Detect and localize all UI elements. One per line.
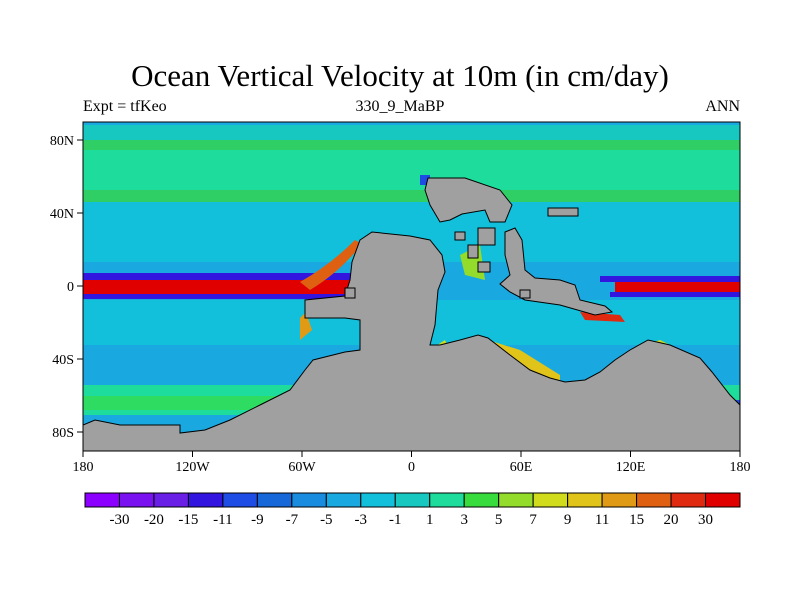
- colorbar-swatch: [222, 492, 258, 508]
- colorbar-swatch: [153, 492, 189, 508]
- colorbar-swatch: [463, 492, 500, 508]
- colorbar-label: -9: [251, 512, 264, 528]
- y-tick-label: 80N: [50, 134, 74, 149]
- colorbar-swatch: [636, 492, 672, 508]
- colorbar-swatch: [118, 492, 155, 508]
- colorbar-swatch: [705, 492, 741, 508]
- colorbar-swatch: [601, 492, 638, 508]
- period-label: 330_9_MaBP: [355, 98, 445, 115]
- experiment-label: Expt = tfKeo: [83, 98, 167, 115]
- map-title: Ocean Vertical Velocity at 10m (in cm/da…: [131, 58, 669, 93]
- colorbar-swatch: [567, 492, 603, 508]
- landmass: [83, 177, 740, 451]
- y-tick-label: 0: [67, 280, 74, 295]
- colorbar-label: -30: [109, 512, 129, 528]
- colorbar-label: 7: [529, 512, 537, 528]
- colorbar-label: -3: [355, 512, 368, 528]
- colorbar-label: -15: [178, 512, 198, 528]
- colorbar-swatch: [360, 492, 396, 508]
- x-tick-label: 60W: [288, 460, 316, 475]
- colorbar-swatch: [256, 492, 293, 508]
- colorbar-swatch: [291, 492, 327, 508]
- y-tick-label: 40S: [52, 353, 74, 368]
- x-tick-label: 180: [73, 460, 94, 475]
- colorbar-label: 30: [698, 512, 713, 528]
- colorbar-label: 5: [495, 512, 503, 528]
- colorbar-swatch: [84, 492, 120, 508]
- colorbar-swatch: [394, 492, 431, 508]
- colorbar-swatch: [498, 492, 534, 508]
- x-tick-label: 0: [408, 460, 415, 475]
- y-tick-label: 40N: [50, 207, 74, 222]
- colorbar-label: -11: [213, 512, 232, 528]
- colorbar-label: 11: [595, 512, 609, 528]
- x-tick-label: 60E: [510, 460, 533, 475]
- colorbar-label: -1: [389, 512, 402, 528]
- colorbar-label: -7: [286, 512, 299, 528]
- x-tick-label: 180: [730, 460, 751, 475]
- x-tick-label: 120E: [616, 460, 646, 475]
- season-label: ANN: [705, 98, 740, 115]
- colorbar-label: 3: [460, 512, 468, 528]
- colorbar-label: 15: [629, 512, 644, 528]
- y-tick-label: 80S: [52, 426, 74, 441]
- colorbar-label: 1: [426, 512, 434, 528]
- x-tick-label: 120W: [175, 460, 210, 475]
- colorbar-swatch: [670, 492, 707, 508]
- colorbar-swatch: [429, 492, 465, 508]
- colorbar-swatch: [532, 492, 569, 508]
- colorbar-swatch: [325, 492, 362, 508]
- colorbar-label: -20: [144, 512, 164, 528]
- colorbar-label: -5: [320, 512, 333, 528]
- colorbar-label: 20: [664, 512, 679, 528]
- colorbar-swatch: [187, 492, 224, 508]
- colorbar-label: 9: [564, 512, 572, 528]
